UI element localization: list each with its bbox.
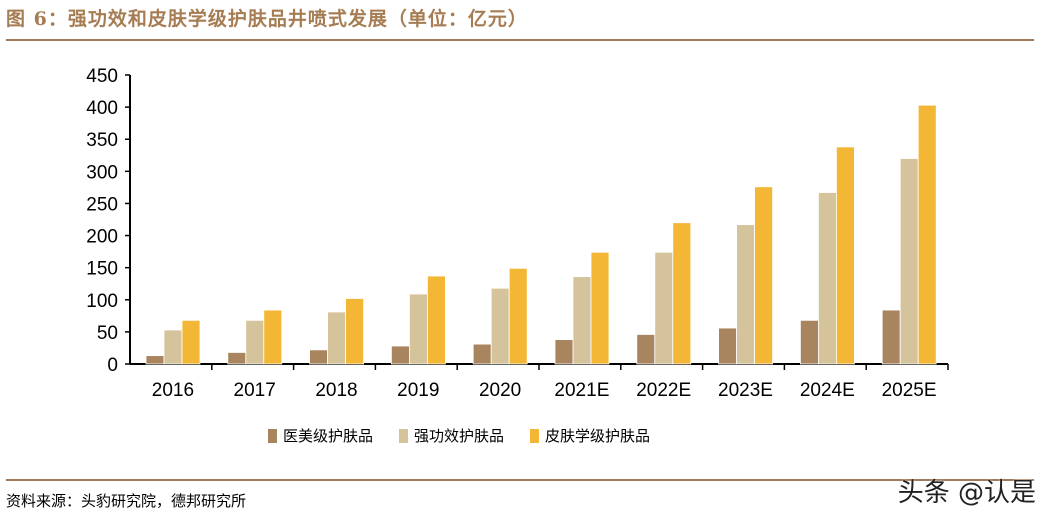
legend-label: 皮肤学级护肤品 <box>545 427 651 445</box>
x-tick-label: 2016 <box>152 380 194 401</box>
bar <box>636 334 656 365</box>
legend-label: 强功效护肤品 <box>414 427 505 445</box>
title-divider <box>6 39 1034 41</box>
bar <box>654 251 674 365</box>
legend-item: 皮肤学级护肤品 <box>530 425 650 446</box>
watermark: 头条 @认是 <box>897 478 1036 508</box>
x-tick-label: 2021E <box>554 380 609 401</box>
legend-swatch <box>268 428 277 443</box>
y-tick-label: 0 <box>107 355 118 376</box>
bar <box>181 319 201 365</box>
y-tick-label: 300 <box>86 162 118 183</box>
x-tick-label: 2019 <box>397 380 439 401</box>
bar <box>672 222 692 365</box>
x-tick-label: 2025E <box>882 380 937 401</box>
y-tick-label: 250 <box>86 194 118 215</box>
bar <box>145 355 165 365</box>
y-tick-label: 400 <box>86 98 118 119</box>
bar <box>245 319 265 365</box>
bar <box>508 267 528 365</box>
x-tick-label: 2017 <box>234 380 276 401</box>
bar <box>390 345 410 365</box>
chart-title: 图 6：强功效和皮肤学级护肤品井喷式发展（单位：亿元） <box>6 8 528 30</box>
legend-item: 强功效护肤品 <box>399 425 504 446</box>
bar <box>554 339 574 365</box>
bar <box>163 329 183 365</box>
bar <box>309 349 329 365</box>
bar <box>227 352 247 365</box>
bar <box>590 251 610 365</box>
bar <box>572 276 592 365</box>
bar <box>917 104 937 365</box>
bar-chart: 0 50 100 150 200 250 300 350 400 450 2016 2017 2018 2… <box>86 66 949 401</box>
x-tick-label: 2024E <box>800 380 855 401</box>
bar <box>881 309 901 365</box>
bar <box>899 158 919 365</box>
bar <box>327 311 347 365</box>
x-tick-label: 2018 <box>315 380 357 401</box>
y-tick-label: 450 <box>86 66 118 87</box>
legend-swatch <box>530 428 540 443</box>
bar <box>718 327 737 365</box>
y-tick-label: 350 <box>86 130 118 151</box>
bar <box>490 287 510 365</box>
bar <box>472 343 492 365</box>
x-tick-label: 2023E <box>718 380 773 401</box>
bar <box>263 309 283 365</box>
y-tick-label: 100 <box>86 291 118 312</box>
bar <box>818 192 837 365</box>
bar <box>800 319 819 365</box>
x-tick-label: 2020 <box>479 380 521 401</box>
y-tick-label: 150 <box>86 259 118 280</box>
footer-divider <box>6 479 1034 481</box>
bar <box>754 186 773 365</box>
bar <box>408 293 428 365</box>
y-tick-label: 200 <box>86 227 118 248</box>
legend: 医美级护肤品 强功效护肤品 皮肤学级护肤品 <box>268 425 650 446</box>
y-tick-label: 50 <box>97 323 118 344</box>
bar <box>426 275 446 365</box>
legend-swatch <box>399 428 409 443</box>
legend-label: 医美级护肤品 <box>283 427 374 445</box>
bar <box>736 224 755 365</box>
source-note: 资料来源：头豹研究院，德邦研究所 <box>6 492 247 510</box>
bar <box>345 298 365 365</box>
legend-item: 医美级护肤品 <box>268 425 373 446</box>
bar <box>836 146 855 365</box>
x-tick-label: 2022E <box>636 380 691 401</box>
